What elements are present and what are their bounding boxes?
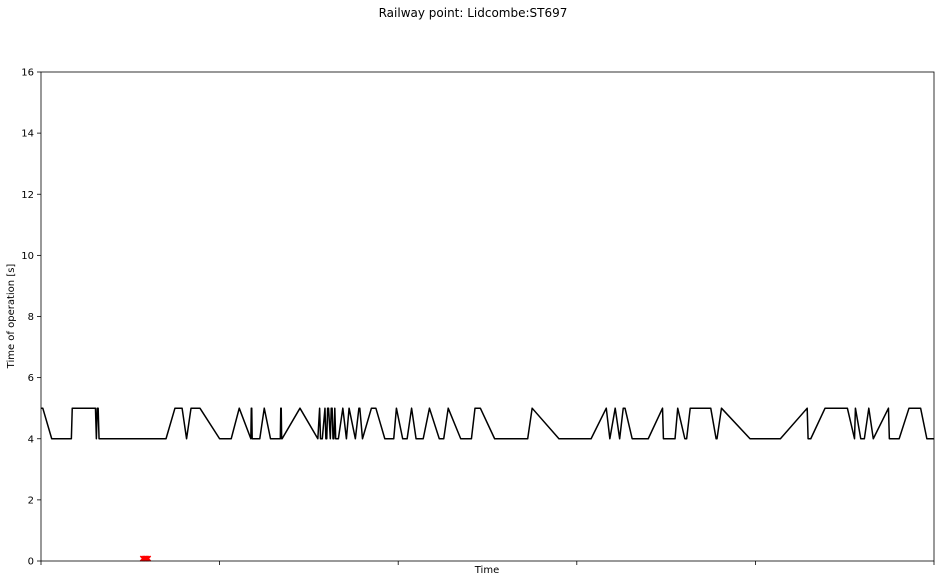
y-tick-label-4: 8	[28, 312, 34, 323]
plot-area	[41, 407, 934, 562]
y-tick-label-5: 10	[21, 251, 34, 262]
series-0-line	[41, 407, 934, 440]
y-axis-label: Time of operation [s]	[6, 264, 17, 370]
series-1-point-3	[143, 555, 150, 562]
series-1-point-4	[145, 555, 152, 562]
chart-title: Railway point: Lidcombe:ST697	[379, 6, 568, 20]
y-tick-label-1: 2	[28, 495, 34, 506]
x-axis-label: Time	[474, 565, 499, 576]
y-tick-label-0: 0	[28, 557, 34, 568]
x-axis	[40, 561, 935, 565]
y-tick-label-2: 4	[28, 434, 34, 445]
y-tick-label-7: 14	[21, 129, 34, 140]
y-axis: 0 2 4 6 8 10 12 14 16	[21, 68, 41, 568]
y-tick-label-8: 16	[21, 68, 34, 79]
y-tick-label-6: 12	[21, 190, 34, 201]
plot-frame	[40, 71, 935, 562]
y-tick-label-3: 6	[28, 373, 34, 384]
